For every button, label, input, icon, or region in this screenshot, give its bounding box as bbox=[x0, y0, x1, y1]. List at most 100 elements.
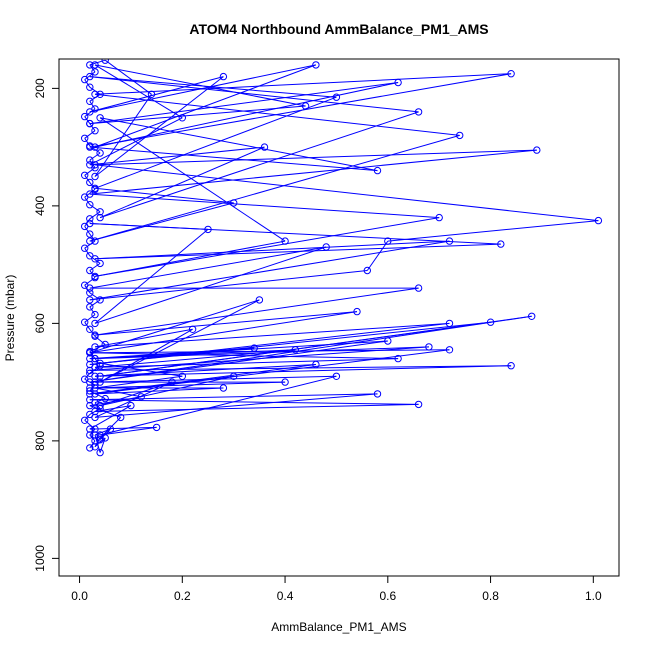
series-segment bbox=[104, 59, 152, 95]
y-tick-label: 600 bbox=[33, 313, 47, 333]
series-segment bbox=[89, 322, 450, 365]
data-point bbox=[91, 443, 99, 451]
data-point bbox=[81, 134, 89, 143]
series-segment bbox=[89, 134, 460, 242]
data-point bbox=[91, 390, 99, 398]
data-point bbox=[86, 161, 94, 169]
data-point bbox=[312, 61, 320, 69]
data-point bbox=[507, 70, 515, 78]
series-segment bbox=[94, 428, 111, 436]
data-point bbox=[91, 372, 99, 380]
series-segment bbox=[84, 372, 91, 380]
series-segment bbox=[99, 437, 106, 453]
data-point bbox=[219, 384, 228, 392]
series-segment bbox=[94, 405, 131, 412]
series-segment bbox=[89, 123, 96, 131]
series-segment bbox=[100, 315, 532, 377]
data-point bbox=[86, 201, 94, 209]
series-segment bbox=[89, 255, 101, 264]
series-segment bbox=[89, 73, 512, 148]
series-segment bbox=[89, 246, 327, 289]
x-tick-label: 0.2 bbox=[174, 589, 191, 603]
data-point bbox=[312, 360, 320, 369]
data-point bbox=[528, 312, 536, 320]
data-point bbox=[86, 237, 94, 245]
x-tick-label: 0.0 bbox=[71, 589, 88, 603]
series-segment bbox=[94, 402, 101, 409]
series-segment bbox=[89, 405, 121, 418]
data-point bbox=[81, 318, 89, 326]
series-segment bbox=[94, 387, 142, 398]
series-segment bbox=[94, 246, 327, 324]
data-point bbox=[96, 213, 104, 222]
data-point bbox=[96, 362, 104, 370]
data-point bbox=[86, 119, 94, 128]
data-point bbox=[81, 171, 89, 180]
data-point bbox=[96, 401, 104, 410]
data-point bbox=[91, 319, 99, 328]
data-point bbox=[91, 431, 99, 439]
x-tick-label: 0.8 bbox=[482, 589, 499, 603]
series-segment bbox=[94, 328, 193, 348]
data-point bbox=[91, 184, 99, 193]
series-segment bbox=[89, 152, 101, 161]
data-point bbox=[91, 384, 99, 392]
data-point bbox=[230, 372, 238, 380]
data-point bbox=[373, 390, 382, 398]
data-point bbox=[91, 237, 99, 245]
series-segment bbox=[89, 381, 286, 389]
series-segment bbox=[94, 349, 450, 395]
data-point bbox=[301, 102, 310, 110]
data-point bbox=[81, 112, 89, 121]
data-point bbox=[178, 372, 187, 380]
series-segment bbox=[89, 101, 96, 110]
data-point bbox=[281, 378, 289, 386]
series-segment bbox=[387, 220, 599, 242]
series-segment bbox=[89, 76, 337, 98]
data-point bbox=[81, 416, 89, 424]
x-tick-label: 0.4 bbox=[277, 589, 294, 603]
series-segment bbox=[100, 426, 157, 436]
series-segment bbox=[94, 403, 419, 412]
series-segment bbox=[99, 375, 337, 436]
series-segment bbox=[89, 204, 101, 213]
data-point bbox=[384, 237, 392, 245]
series-segment bbox=[84, 79, 91, 88]
data-point bbox=[101, 340, 109, 349]
data-point bbox=[188, 325, 197, 333]
data-point bbox=[86, 354, 94, 363]
data-point bbox=[86, 83, 94, 91]
data-point bbox=[91, 310, 99, 319]
data-point bbox=[137, 393, 145, 401]
series-segment bbox=[89, 223, 209, 230]
series-segment bbox=[94, 287, 419, 336]
data-point bbox=[260, 143, 269, 151]
series-segment bbox=[100, 347, 255, 364]
data-point bbox=[106, 425, 115, 433]
data-point bbox=[86, 284, 94, 292]
data-point bbox=[81, 244, 89, 252]
data-point bbox=[96, 372, 104, 380]
data-point bbox=[178, 114, 187, 122]
series-segment bbox=[94, 240, 450, 260]
series-segment bbox=[100, 117, 378, 172]
data-point bbox=[86, 230, 94, 238]
data-point bbox=[96, 259, 104, 268]
data-point bbox=[435, 213, 443, 222]
y-axis-label: Pressure (mbar) bbox=[3, 275, 17, 362]
data-point bbox=[91, 172, 99, 181]
data-point bbox=[486, 318, 495, 326]
series-segment bbox=[84, 116, 91, 124]
data-point bbox=[86, 190, 94, 198]
series-segment bbox=[94, 311, 358, 336]
data-point bbox=[91, 90, 99, 99]
data-point bbox=[414, 108, 423, 116]
series-segment bbox=[94, 64, 183, 119]
series-segment bbox=[89, 240, 450, 301]
series-segment bbox=[94, 164, 599, 222]
series-segment bbox=[89, 299, 260, 354]
data-point bbox=[322, 243, 330, 251]
series-segment bbox=[89, 306, 96, 315]
series-segment bbox=[94, 149, 537, 166]
series-segment bbox=[89, 64, 96, 73]
